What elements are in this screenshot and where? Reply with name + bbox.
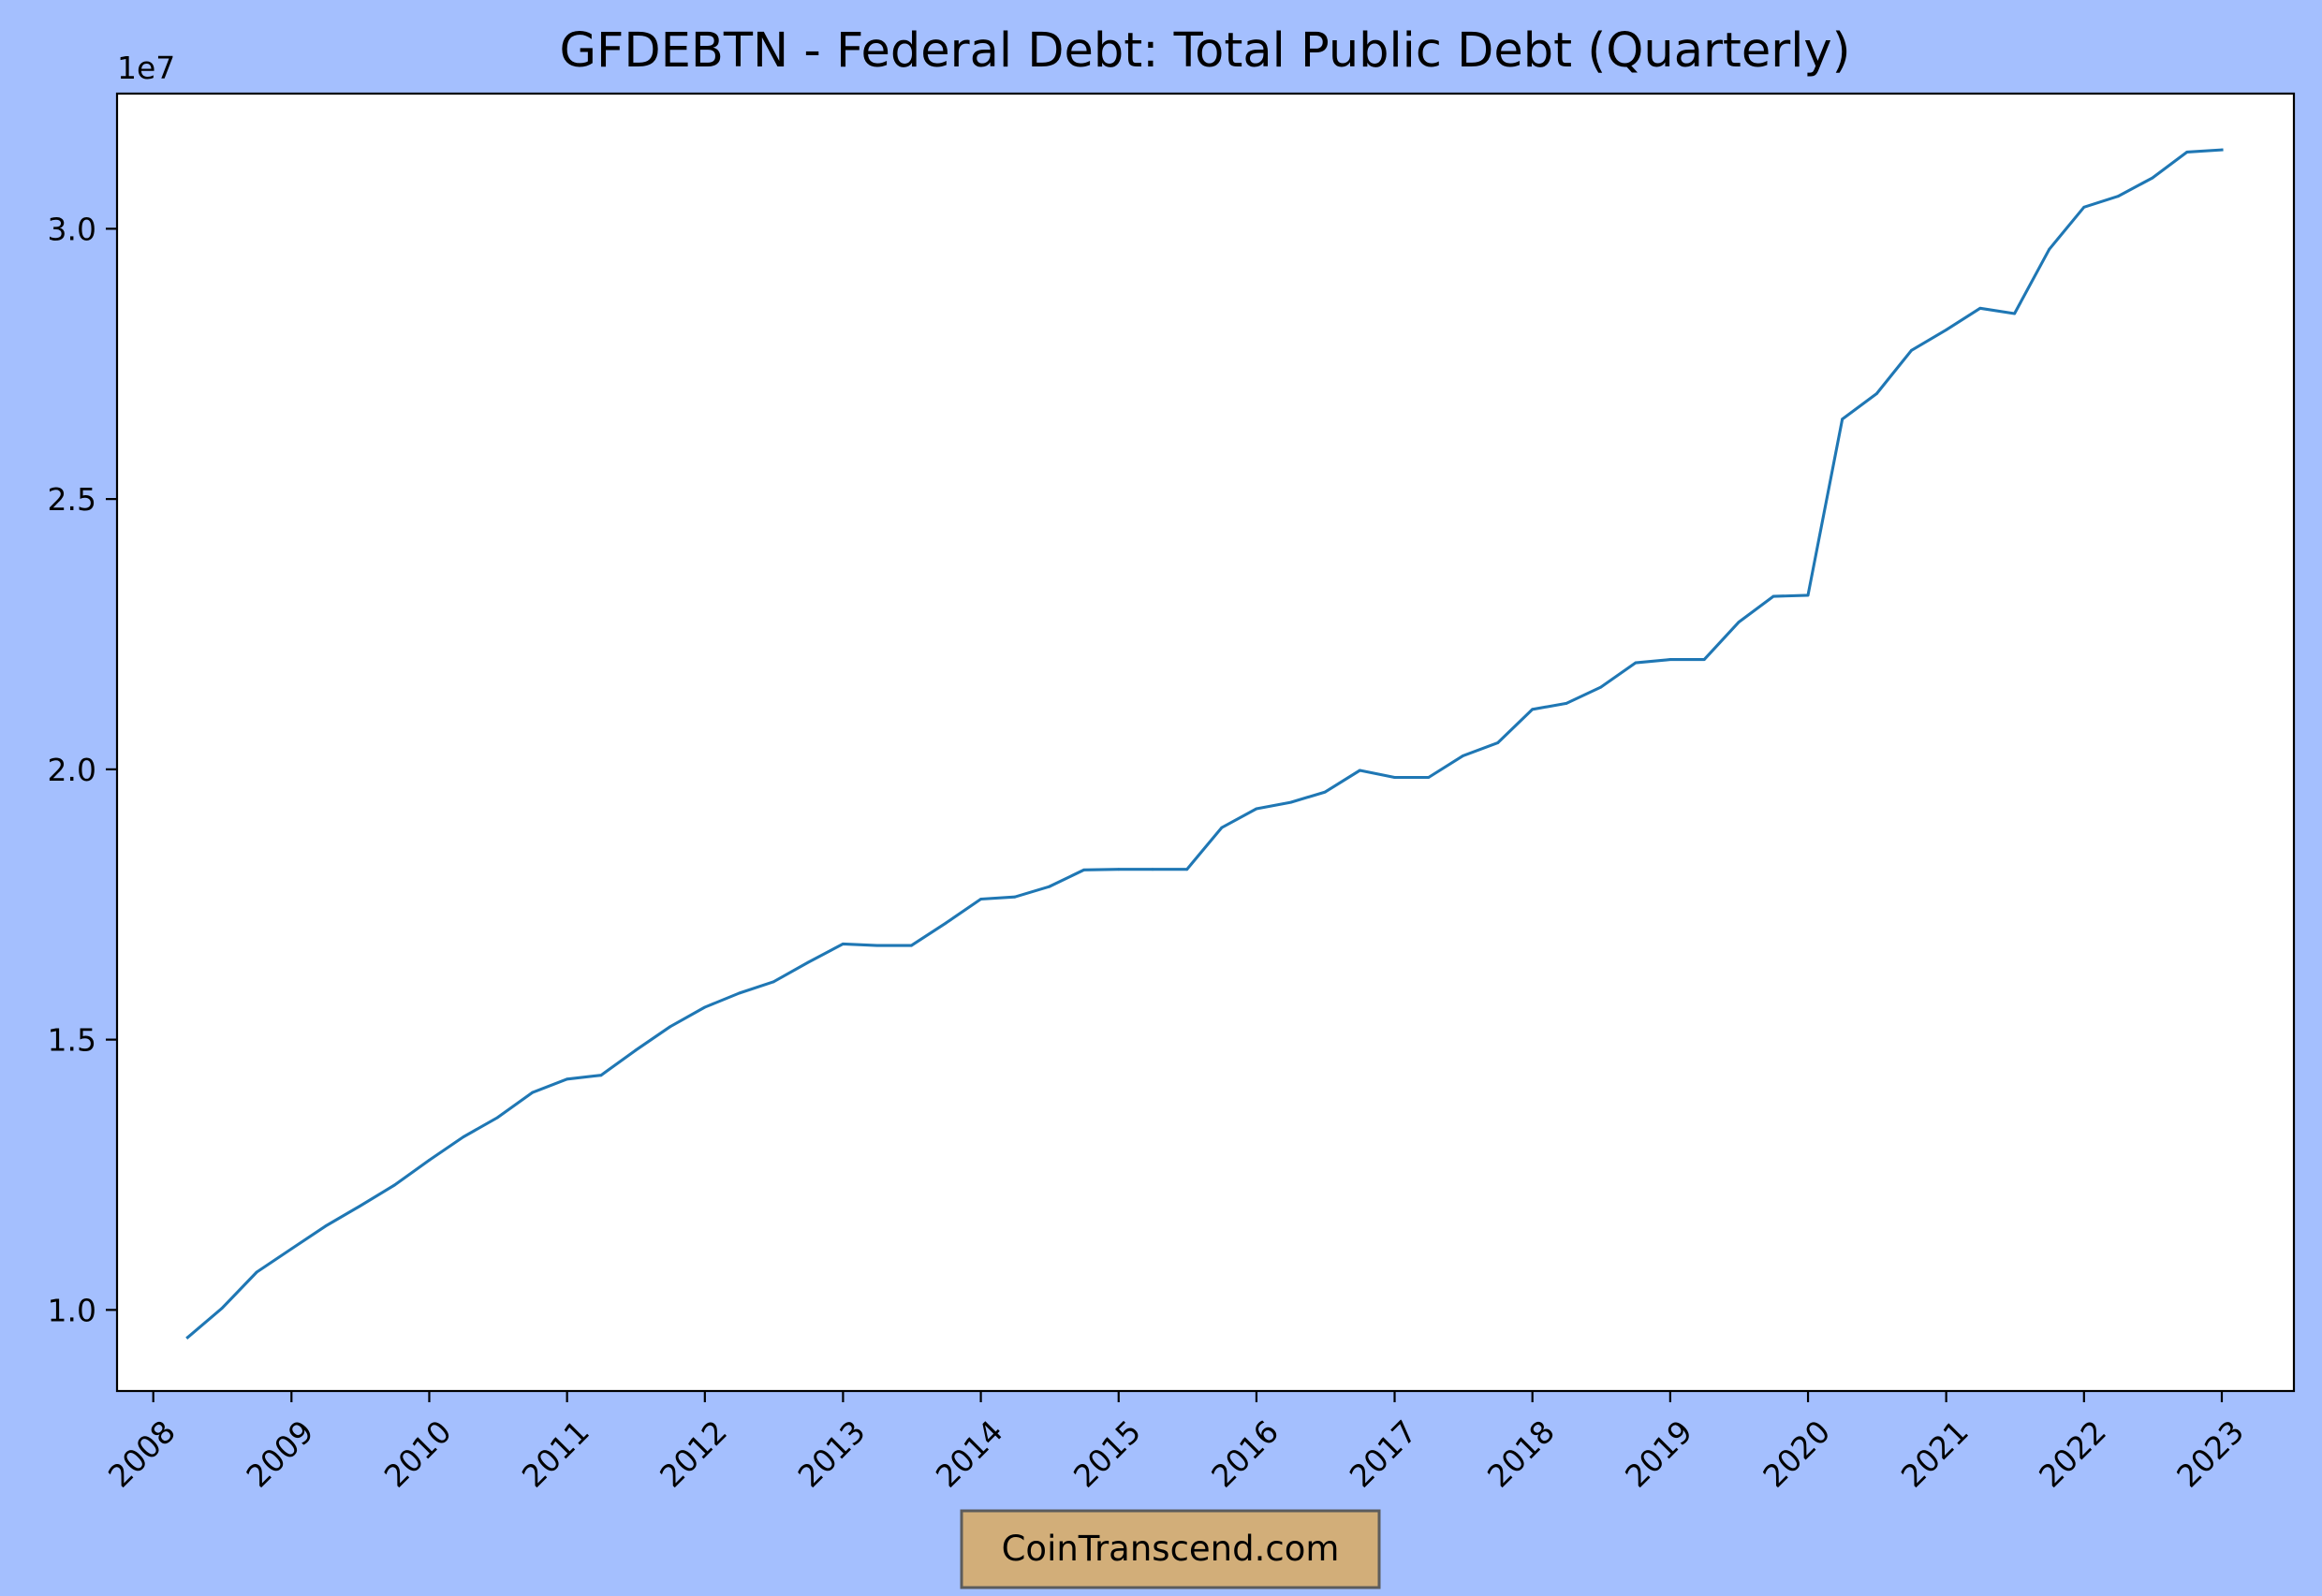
data-point (1323, 790, 1327, 794)
data-point (1806, 593, 1810, 597)
data-point (462, 1135, 465, 1138)
data-point (1013, 895, 1017, 899)
data-point (1048, 885, 1051, 888)
data-point (1185, 868, 1189, 871)
data-point (186, 1336, 189, 1340)
data-point (289, 1247, 293, 1251)
data-point (1771, 594, 1775, 598)
y-tick-label: 1.5 (48, 1022, 96, 1059)
data-point (1841, 417, 1844, 421)
data-point (324, 1224, 327, 1228)
data-point (738, 991, 741, 995)
chart-title: GFDEBTN - Federal Debt: Total Public Deb… (559, 23, 1850, 79)
data-point (220, 1307, 224, 1310)
data-point (2082, 205, 2086, 209)
data-point (496, 1116, 499, 1120)
data-point (1599, 685, 1603, 689)
data-point (945, 921, 948, 925)
data-point (634, 1048, 637, 1052)
y-axis-offset-label: 1e7 (117, 50, 175, 86)
data-point (2151, 176, 2154, 180)
data-point (669, 1025, 672, 1029)
data-point (1462, 754, 1464, 757)
y-tick-label: 2.0 (48, 752, 96, 788)
data-point (1737, 621, 1741, 624)
data-point (1427, 776, 1431, 779)
data-point (1668, 658, 1672, 661)
data-point (1255, 807, 1258, 811)
data-point (531, 1091, 534, 1094)
data-point (875, 944, 879, 947)
data-point (1117, 868, 1121, 871)
data-point (566, 1077, 568, 1081)
data-point (1565, 702, 1568, 705)
data-point (1082, 868, 1086, 871)
data-point (358, 1205, 361, 1208)
data-point (1289, 800, 1292, 804)
plot-frame (115, 92, 2296, 1393)
data-point (393, 1183, 396, 1187)
watermark-badge: CoinTranscend.com (960, 1509, 1381, 1589)
data-point (2048, 247, 2051, 251)
data-point (428, 1159, 431, 1162)
data-point (1945, 329, 1948, 331)
data-point (1875, 392, 1878, 395)
data-point (1910, 348, 1913, 352)
data-point (806, 960, 810, 964)
data-point (599, 1074, 603, 1077)
plot-area (117, 94, 2294, 1391)
data-point (910, 944, 913, 947)
data-point (1702, 658, 1706, 661)
data-point (2220, 148, 2224, 152)
series-points (186, 148, 2224, 1340)
data-point (2185, 151, 2189, 154)
y-tick-label: 2.5 (48, 481, 96, 518)
data-point (842, 943, 845, 945)
data-point (703, 1005, 707, 1009)
data-point (1359, 769, 1361, 772)
y-tick-label: 1.0 (48, 1292, 96, 1328)
data-point (1151, 868, 1154, 871)
data-point (1496, 741, 1499, 744)
data-point (2013, 312, 2017, 315)
data-point (1978, 306, 1982, 310)
data-point (772, 980, 775, 984)
y-axis: 1.0 1.5 2.0 2.5 3.0 (48, 211, 117, 1328)
data-point (1220, 826, 1224, 829)
data-point (979, 898, 982, 900)
data-point (2116, 195, 2120, 198)
watermark-text: CoinTranscend.com (1002, 1529, 1340, 1569)
watermark-box (960, 1509, 1381, 1589)
data-point (1393, 776, 1396, 779)
data-point (255, 1270, 258, 1274)
series-line (185, 148, 2224, 1340)
data-point (1634, 661, 1638, 665)
data-point (1531, 708, 1535, 711)
y-tick-label: 3.0 (48, 211, 96, 247)
